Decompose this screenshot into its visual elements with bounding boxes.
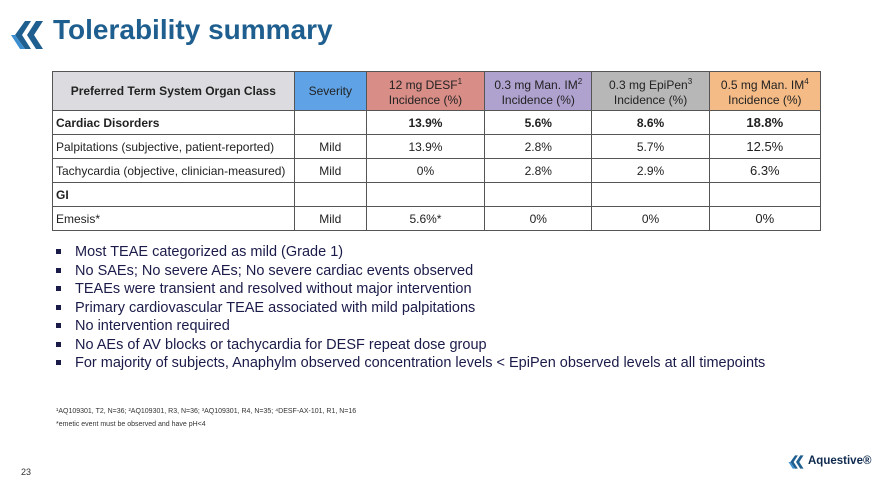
list-item: No AEs of AV blocks or tachycardia for D… (54, 336, 765, 355)
list-item: Primary cardiovascular TEAE associated w… (54, 299, 765, 318)
aquestive-mark-icon (788, 455, 804, 469)
row-epipen: 8.6% (591, 110, 710, 135)
bullet-square-icon (56, 323, 61, 328)
table-row: Tachycardia (objective, clinician-measur… (52, 158, 822, 183)
header-man-im-05: 0.5 mg Man. IM4 Incidence (%) (708, 71, 822, 111)
bullet-square-icon (56, 249, 61, 254)
row-desf: 13.9% (365, 110, 486, 135)
footnote-references: ¹AQ109301, T2, N=36; ²AQ109301, R3, N=36… (56, 408, 357, 415)
row-severity (293, 182, 367, 207)
row-man-im-03: 2.8% (484, 158, 593, 183)
row-man-im-03: 0% (484, 206, 593, 231)
row-man-im-05: 12.5% (708, 134, 822, 159)
bullet-square-icon (56, 267, 61, 273)
row-epipen (591, 182, 710, 207)
header-desf: 12 mg DESF1 Incidence (%) (365, 71, 486, 111)
page-number: 23 (21, 467, 32, 477)
row-severity: Mild (293, 206, 367, 231)
aquestive-logo-icon (11, 21, 43, 49)
bullet-square-icon (56, 341, 61, 347)
header-severity: Severity (293, 71, 367, 111)
tolerability-table: Preferred Term System Organ Class Severi… (52, 71, 822, 231)
row-man-im-05: 18.8% (708, 110, 822, 135)
page-title: Tolerability summary (53, 14, 333, 45)
header-man-im-03: 0.3 mg Man. IM2 Incidence (%) (484, 71, 593, 111)
row-epipen: 2.9% (591, 158, 710, 183)
brand-name: Aquestive® (808, 455, 872, 467)
row-severity: Mild (293, 158, 367, 183)
row-severity (293, 110, 367, 135)
row-name: Palpitations (subjective, patient-report… (52, 134, 295, 159)
bullet-square-icon (56, 304, 61, 310)
summary-bullet-list: Most TEAE categorized as mild (Grade 1) … (54, 243, 765, 373)
row-man-im-05 (708, 182, 822, 207)
row-name: Tachycardia (objective, clinician-measur… (52, 158, 295, 183)
table-header-row: Preferred Term System Organ Class Severi… (52, 71, 822, 111)
table-row: Emesis* Mild 5.6%* 0% 0% 0% (52, 206, 822, 231)
list-item: No intervention required (54, 317, 765, 336)
row-man-im-05: 0% (708, 206, 822, 231)
bullet-square-icon (56, 286, 61, 291)
header-epipen: 0.3 mg EpiPen3 Incidence (%) (591, 71, 710, 111)
row-man-im-03: 5.6% (484, 110, 593, 135)
row-man-im-03: 2.8% (484, 134, 593, 159)
list-item: For majority of subjects, Anaphylm obser… (54, 354, 765, 373)
row-epipen: 5.7% (591, 134, 710, 159)
row-desf: 13.9% (365, 134, 486, 159)
row-epipen: 0% (591, 206, 710, 231)
row-severity: Mild (293, 134, 367, 159)
row-desf: 5.6%* (365, 206, 486, 231)
list-item: No SAEs; No severe AEs; No severe cardia… (54, 262, 765, 281)
bullet-square-icon (56, 360, 61, 365)
list-item: TEAEs were transient and resolved withou… (54, 280, 765, 299)
list-item: Most TEAE categorized as mild (Grade 1) (54, 243, 765, 262)
footnote-emetic: *emetic event must be observed and have … (56, 421, 206, 428)
row-desf (365, 182, 486, 207)
table-row: GI (52, 182, 822, 207)
row-man-im-05: 6.3% (708, 158, 822, 183)
row-name: Emesis* (52, 206, 295, 231)
row-man-im-03 (484, 182, 593, 207)
table-row: Cardiac Disorders 13.9% 5.6% 8.6% 18.8% (52, 110, 822, 135)
table-row: Palpitations (subjective, patient-report… (52, 134, 822, 159)
row-name: GI (52, 182, 295, 207)
row-name: Cardiac Disorders (52, 110, 295, 135)
header-preferred-term: Preferred Term System Organ Class (52, 71, 295, 111)
row-desf: 0% (365, 158, 486, 183)
